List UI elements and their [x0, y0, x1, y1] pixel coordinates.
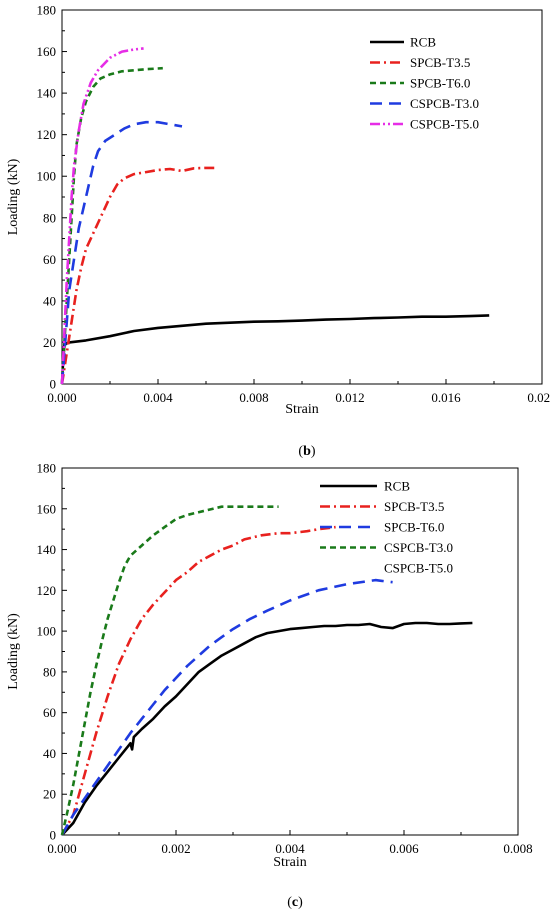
series-line-spcb-t6-0: [60, 66, 163, 385]
legend: RCB SPCB-T3.5 SPCB-T6.0 CSPCB-T3.0 CSPCB-T5.…: [370, 35, 479, 132]
series-line-spcb-t3-5: [60, 525, 336, 836]
panel-label-letter: b: [303, 444, 311, 459]
plot-frame: [61, 467, 519, 836]
legend-label: SPCB-T6.0: [410, 76, 470, 91]
y-axis-title: Loading (kN): [6, 613, 21, 690]
y-tick-label: 0: [50, 377, 57, 392]
panel-label-open: (: [298, 444, 303, 459]
panel-label: (b): [298, 444, 315, 459]
series-line-rcb: [60, 314, 490, 385]
chart-panel-b: 0.000 0.004 0.008 0.012 0.016 0.020 0 20 40 60 80 1…: [6, 3, 550, 460]
x-tick-label: 0.008: [239, 390, 268, 405]
x-tick-label: 0.004: [143, 390, 173, 405]
y-tick-label: 100: [37, 624, 57, 639]
series-line-cspcb-t3-0: [60, 505, 279, 836]
x-tick-label: 0.016: [431, 390, 461, 405]
chart-panel-c: 0.000 0.002 0.004 0.006 0.008 0 20 40 60 80 100 120…: [6, 461, 533, 911]
series-line-rcb: [61, 621, 473, 836]
series-line-spcb-t3-5: [60, 166, 218, 385]
y-tick-label: 80: [43, 664, 56, 679]
y-tick-label: 120: [37, 127, 57, 142]
legend-label: SPCB-T3.5: [384, 499, 444, 514]
y-tick-label: 0: [50, 828, 57, 843]
y-tick-label: 140: [37, 86, 57, 101]
x-tick-label: 0.000: [47, 390, 76, 405]
y-tick-label: 120: [37, 583, 57, 598]
legend-label: CSPCB-T3.0: [384, 540, 453, 555]
y-tick-label: 40: [43, 293, 56, 308]
y-tick-label: 80: [43, 210, 56, 225]
panel-label: (c): [287, 895, 303, 910]
x-tick-label: 0.008: [503, 841, 532, 856]
legend-label: SPCB-T3.5: [410, 55, 470, 70]
y-tick-label: 180: [37, 461, 57, 476]
panel-label-close: ): [311, 444, 316, 459]
legend-label: CSPCB-T3.0: [410, 96, 479, 111]
y-tick-label: 160: [37, 44, 57, 59]
panel-label-close: ): [298, 895, 303, 910]
y-tick-label: 60: [43, 252, 56, 267]
legend-label: RCB: [410, 35, 436, 50]
y-tick-label: 140: [37, 542, 57, 557]
x-axis-title: Strain: [285, 402, 318, 417]
series-line-spcb-t6-0: [60, 578, 393, 836]
x-tick-label: 0.012: [335, 390, 364, 405]
y-tick-label: 100: [37, 169, 57, 184]
x-tick-label: 0.000: [47, 841, 76, 856]
legend-label: RCB: [384, 479, 410, 494]
legend-label: CSPCB-T5.0: [384, 561, 453, 576]
legend-label: CSPCB-T5.0: [410, 117, 479, 132]
y-tick-label: 180: [37, 3, 57, 18]
x-tick-label: 0.006: [389, 841, 419, 856]
y-tick-label: 160: [37, 501, 57, 516]
x-tick-label: 0.004: [275, 841, 305, 856]
panel-label-letter: c: [292, 895, 298, 910]
x-axis-title: Strain: [273, 855, 306, 870]
y-tick-label: 20: [43, 335, 56, 350]
legend: RCB SPCB-T3.5 SPCB-T6.0 CSPCB-T3.0 CSPCB-T5.…: [320, 479, 453, 576]
y-tick-label: 40: [43, 746, 56, 761]
y-tick-label: 60: [43, 705, 56, 720]
legend-label: SPCB-T6.0: [384, 520, 444, 535]
series-line-cspcb-t5-0: [60, 47, 144, 385]
panel-label-open: (: [287, 895, 292, 910]
x-tick-label: 0.002: [161, 841, 190, 856]
x-tick-label: 0.020: [527, 390, 550, 405]
series-line-cspcb-t3-0: [60, 120, 183, 385]
y-tick-label: 20: [43, 787, 56, 802]
y-axis-title: Loading (kN): [6, 158, 21, 235]
